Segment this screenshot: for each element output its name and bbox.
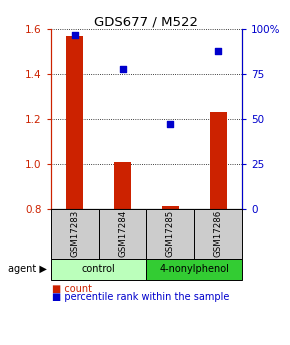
Point xyxy=(120,66,125,71)
Text: ■ percentile rank within the sample: ■ percentile rank within the sample xyxy=(52,293,230,302)
Text: 4-nonylphenol: 4-nonylphenol xyxy=(160,265,229,274)
Text: control: control xyxy=(82,265,115,274)
Text: GSM17285: GSM17285 xyxy=(166,210,175,257)
Point xyxy=(72,32,77,38)
Title: GDS677 / M522: GDS677 / M522 xyxy=(95,15,198,28)
Point xyxy=(216,48,220,53)
Bar xyxy=(66,36,83,209)
Bar xyxy=(210,112,226,209)
Point xyxy=(168,122,173,127)
Bar xyxy=(162,206,179,209)
Text: GSM17284: GSM17284 xyxy=(118,210,127,257)
Bar xyxy=(114,161,131,209)
Text: ■ count: ■ count xyxy=(52,284,92,294)
Text: GSM17283: GSM17283 xyxy=(70,210,79,257)
Text: agent ▶: agent ▶ xyxy=(8,265,46,274)
Text: GSM17286: GSM17286 xyxy=(214,210,223,257)
